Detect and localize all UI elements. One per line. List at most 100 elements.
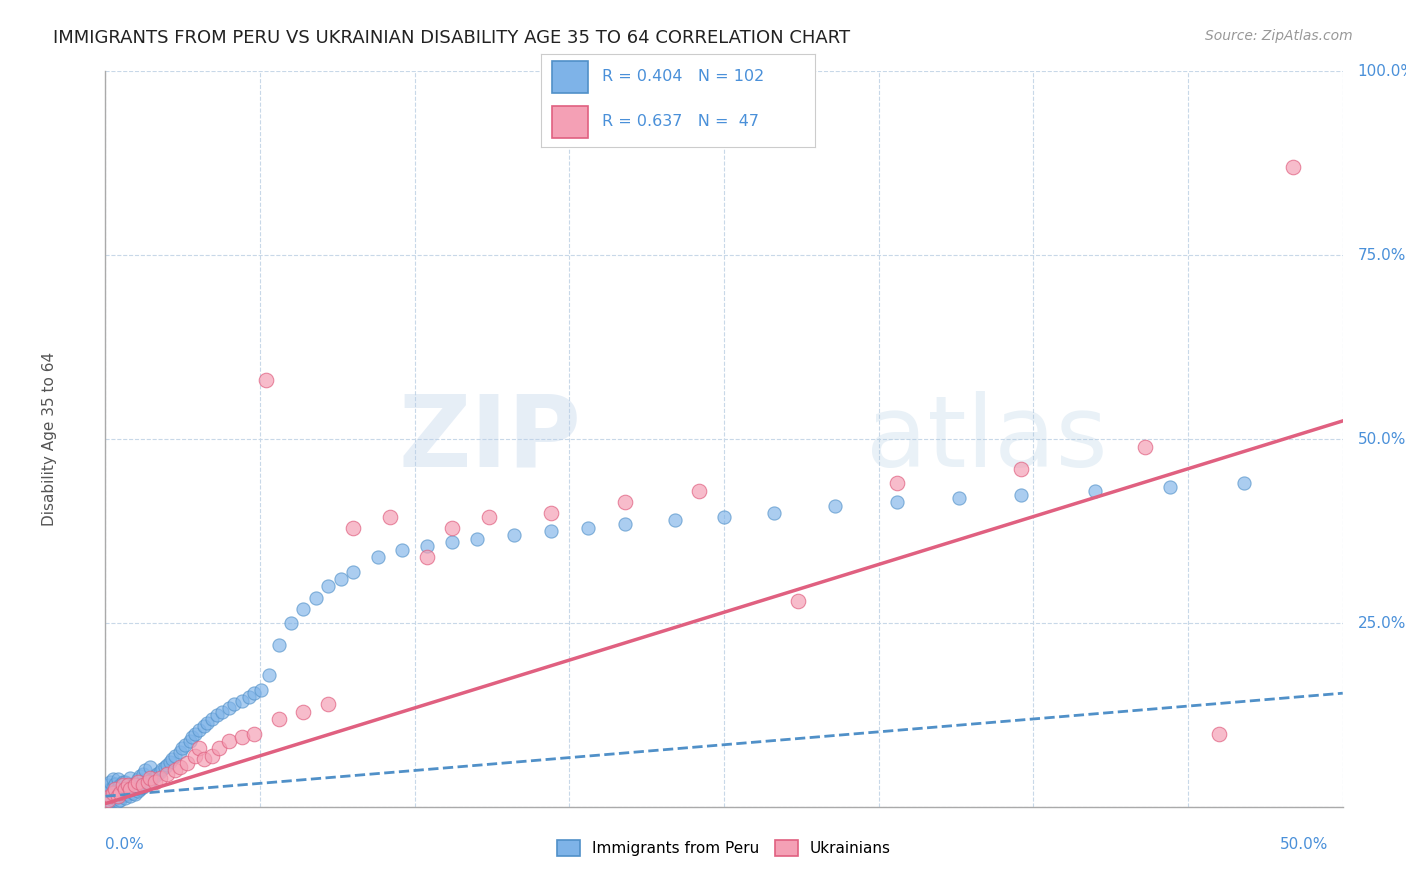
Point [111,774,134,789]
Text: 50.0%: 50.0% [1358,432,1406,447]
Point [149,771,172,785]
Point [329,572,352,586]
Point [100,789,122,804]
Point [114,781,136,796]
Point [143,769,166,783]
Point [111,781,134,796]
Point [211,705,233,719]
Point [416,539,439,553]
Point [664,513,686,527]
FancyBboxPatch shape [553,61,588,93]
Point [948,491,970,505]
Point [104,777,127,791]
Point [576,521,599,535]
Text: Source: ZipAtlas.com: Source: ZipAtlas.com [1205,29,1353,43]
Point [440,535,463,549]
Point [156,757,179,772]
Text: IMMIGRANTS FROM PERU VS UKRAINIAN DISABILITY AGE 35 TO 64 CORRELATION CHART: IMMIGRANTS FROM PERU VS UKRAINIAN DISABI… [53,29,851,46]
Point [1133,440,1156,454]
Point [886,495,908,509]
Point [267,712,290,726]
Point [114,791,136,805]
Point [172,741,194,756]
Point [1159,480,1181,494]
Point [100,781,122,796]
Point [124,777,146,791]
Point [169,745,191,759]
Point [97,793,120,807]
Point [342,521,364,535]
Point [267,639,290,653]
Point [104,784,127,798]
Point [149,764,172,779]
Point [440,521,463,535]
Point [139,760,162,774]
Point [101,780,124,794]
Point [107,772,129,787]
Point [107,789,129,804]
Point [163,748,186,763]
Point [188,741,211,756]
Point [243,726,266,740]
Point [231,693,253,707]
Point [139,774,162,789]
Point [131,778,153,792]
Point [254,374,277,388]
Point [762,506,785,520]
Point [101,787,124,801]
Point [257,667,280,682]
Point [162,752,184,766]
Point [1010,462,1032,476]
Point [250,682,273,697]
Point [614,516,637,531]
Point [117,778,139,792]
Point [540,524,562,539]
Point [101,793,124,807]
Point [150,762,173,776]
Point [179,734,201,748]
Point [120,781,142,796]
Point [208,741,231,756]
Point [107,781,129,796]
Point [97,786,120,800]
Point [120,771,142,785]
Point [107,789,129,803]
Point [183,726,205,740]
Point [378,509,401,524]
Point [231,731,253,745]
Point [139,771,162,785]
Point [107,794,129,808]
Point [121,777,143,791]
Text: 0.0%: 0.0% [105,838,145,852]
Point [391,542,413,557]
Point [104,791,127,805]
Point [292,601,315,615]
Point [218,701,240,715]
Point [100,794,122,808]
Point [124,778,146,792]
Point [173,738,195,752]
Point [305,591,328,605]
Point [131,767,153,781]
Point [342,565,364,579]
Legend: Immigrants from Peru, Ukrainians: Immigrants from Peru, Ukrainians [551,834,897,863]
Point [824,499,846,513]
Text: R = 0.637   N =  47: R = 0.637 N = 47 [602,114,759,129]
Point [141,772,163,787]
Point [205,708,228,723]
Point [131,780,153,794]
Text: 50.0%: 50.0% [1281,838,1329,852]
Point [129,769,152,783]
Point [181,731,204,745]
Point [688,483,710,498]
Point [111,778,134,792]
Point [110,778,132,792]
Point [127,784,149,798]
Point [169,760,191,774]
Point [238,690,260,704]
Point [100,774,122,789]
Point [224,698,246,712]
Point [1010,487,1032,501]
Point [97,793,120,807]
Point [156,767,179,781]
